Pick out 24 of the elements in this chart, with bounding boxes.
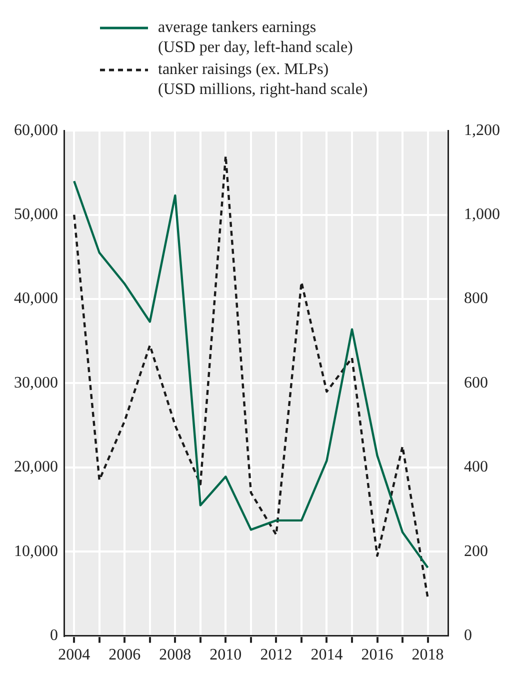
y2-tick-label: 600 xyxy=(464,374,488,392)
y-tick-label: 60,000 xyxy=(14,122,58,139)
y2-tick-label: 400 xyxy=(464,458,488,476)
legend-label: tanker raisings (ex. MLPs) (USD millions, right-hand scale) xyxy=(158,60,369,100)
y-tick-label: 0 xyxy=(50,627,58,644)
x-tick-label: 2012 xyxy=(260,646,292,664)
y-tick-label: 40,000 xyxy=(14,290,58,308)
legend-label: average tankers earnings (USD per day, left-hand scale) xyxy=(158,18,354,58)
x-tick-label: 2006 xyxy=(108,646,141,664)
y2-tick-label: 1,200 xyxy=(464,122,500,139)
y-tick-label: 10,000 xyxy=(14,542,58,560)
y-tick-label: 50,000 xyxy=(14,206,58,224)
y2-tick-label: 1,000 xyxy=(464,206,500,224)
x-tick-label: 2016 xyxy=(361,646,394,664)
x-tick-label: 2008 xyxy=(159,646,192,664)
x-tick-label: 2004 xyxy=(58,646,90,664)
y2-tick-label: 0 xyxy=(464,627,472,644)
y2-tick-label: 800 xyxy=(464,290,488,308)
y-tick-label: 20,000 xyxy=(14,458,58,476)
y2-tick-label: 200 xyxy=(464,542,488,560)
x-tick-label: 2010 xyxy=(210,646,242,664)
x-tick-label: 2018 xyxy=(412,646,444,664)
y-tick-label: 30,000 xyxy=(14,374,58,392)
x-tick-label: 2014 xyxy=(310,646,343,664)
